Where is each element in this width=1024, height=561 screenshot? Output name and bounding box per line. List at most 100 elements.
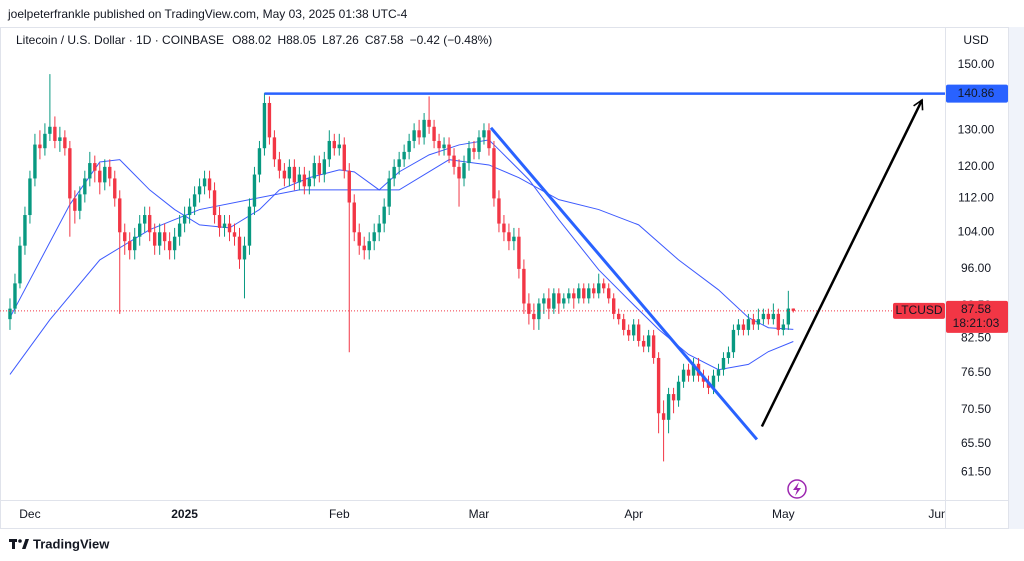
candle-body — [372, 232, 376, 242]
candle-body — [312, 163, 317, 179]
candle-body — [232, 232, 237, 237]
candle-body — [227, 223, 232, 233]
candle-body — [532, 313, 536, 320]
candle-body — [736, 324, 741, 330]
candle-body — [681, 369, 686, 382]
candle-body — [731, 329, 736, 353]
candle-body — [197, 186, 202, 195]
candle-body — [641, 340, 646, 347]
candle-body — [182, 215, 187, 224]
candle-body — [626, 329, 631, 336]
x-tick-label: May — [772, 507, 795, 521]
candle-body — [791, 308, 796, 311]
candle-body — [766, 313, 771, 320]
y-tick-label: 82.50 — [961, 330, 991, 344]
candle-body — [337, 144, 341, 149]
candle-body — [557, 293, 561, 304]
candle-body — [716, 369, 721, 376]
candle-body — [671, 394, 676, 401]
candle-body — [417, 130, 421, 138]
candle-body — [247, 206, 252, 246]
candle-body — [472, 148, 476, 152]
y-tick-label: 112.00 — [958, 191, 994, 205]
candle-body — [222, 223, 227, 228]
candle-body — [118, 198, 122, 233]
y-tick-label: 76.50 — [961, 365, 991, 379]
candle-body — [123, 232, 127, 242]
ohlc-label: L — [322, 33, 329, 47]
candle-body — [292, 166, 297, 183]
candle-body — [28, 178, 32, 216]
level-label: 140.86 — [958, 86, 995, 100]
candle-body — [68, 148, 72, 199]
candle-body — [597, 283, 601, 294]
candle-body — [666, 394, 671, 420]
candle-body — [447, 144, 451, 156]
price-tag-box — [946, 300, 1008, 333]
x-tick-label: Dec — [19, 507, 40, 521]
candle-body — [38, 144, 42, 149]
candle-body — [636, 324, 641, 341]
ohlc-value: 87.58 — [374, 33, 404, 47]
candle-body — [771, 313, 776, 320]
candle-body — [602, 283, 606, 289]
candle-body — [746, 319, 751, 330]
candle-body — [527, 303, 531, 314]
candle-body — [512, 236, 516, 242]
change: −0.42 (−0.48%) — [410, 33, 493, 47]
candle-body — [133, 236, 137, 251]
candle-body — [651, 335, 656, 358]
candle-body — [287, 166, 292, 179]
candle-body — [13, 283, 17, 309]
candle-body — [751, 319, 756, 325]
axis-label: USD — [963, 33, 989, 47]
ohlc-value: 88.05 — [286, 33, 316, 47]
y-tick-label: 130.00 — [958, 122, 995, 136]
candle-body — [507, 232, 511, 242]
candle-body — [212, 190, 217, 216]
candle-body — [317, 163, 322, 175]
candle-body — [412, 130, 416, 141]
candle-body — [661, 413, 666, 420]
candle-body — [302, 174, 307, 187]
candle-body — [497, 198, 501, 224]
alert-icon[interactable] — [787, 479, 807, 499]
candle-body — [63, 137, 67, 149]
candle-body — [432, 126, 436, 141]
candle-body — [58, 137, 62, 141]
candle-body — [741, 324, 746, 330]
candle-body — [237, 236, 242, 260]
candle-body — [18, 245, 22, 284]
candle-body — [157, 232, 162, 246]
candle-body — [307, 178, 312, 187]
candle-body — [83, 178, 87, 195]
candle-body — [567, 293, 571, 299]
candle-body — [686, 369, 691, 376]
candle-body — [8, 308, 12, 320]
candle-body — [621, 319, 626, 330]
candle-body — [522, 268, 526, 304]
candle-body — [377, 223, 381, 233]
candle-body — [93, 163, 97, 171]
candle-body — [616, 313, 621, 320]
candle-body — [332, 140, 336, 149]
candle-body — [187, 206, 192, 216]
candle-body — [427, 119, 431, 127]
candle-body — [631, 324, 636, 336]
candle-body — [542, 298, 546, 304]
candle-body — [397, 159, 401, 167]
candle-body — [88, 163, 92, 179]
candle-body — [656, 357, 661, 414]
candle-body — [467, 148, 471, 164]
candle-body — [407, 140, 411, 152]
candle-body — [402, 151, 406, 160]
candle-body — [297, 174, 302, 183]
candle-body — [322, 159, 327, 175]
candle-body — [502, 223, 506, 233]
time-axis: Dec 2025 Feb Mar Apr May Jun — [19, 507, 945, 521]
candle-body — [392, 166, 396, 179]
candle-body — [492, 148, 496, 199]
y-tick-label: 96.00 — [961, 261, 991, 275]
